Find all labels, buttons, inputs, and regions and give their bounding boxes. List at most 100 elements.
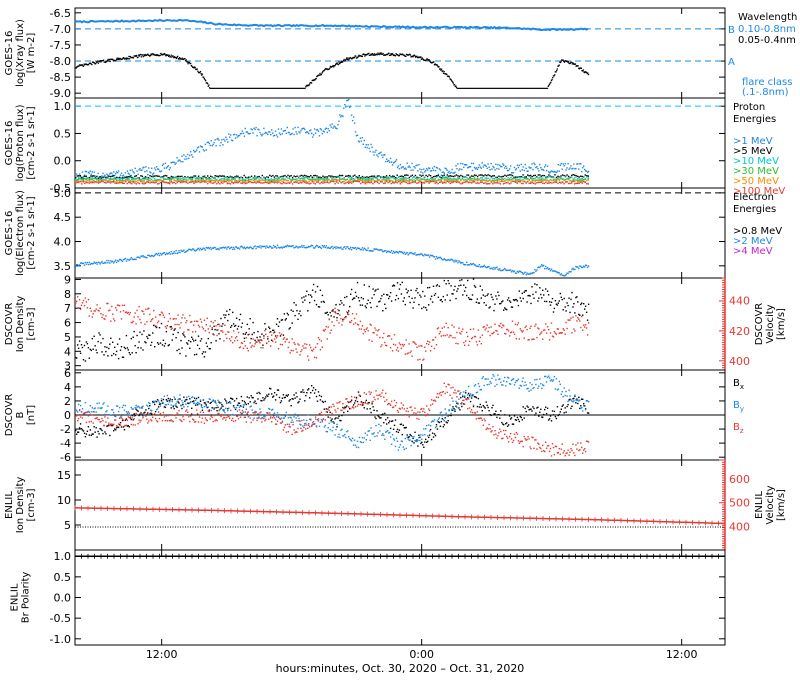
data-point [328,175,330,177]
data-point [223,314,225,316]
data-point [455,179,458,182]
data-point [383,250,385,253]
xray-short-point [271,87,273,89]
xray-short-point [348,59,350,61]
xray-short-point [558,64,560,66]
data-point [87,177,89,179]
data-point [357,297,360,299]
data-point [285,338,287,341]
data-point [456,167,458,170]
data-point [566,272,568,274]
data-point [272,135,275,137]
data-point [363,139,365,142]
data-point [542,182,544,184]
data-point [442,258,444,261]
data-point [449,180,451,183]
data-point [507,180,509,182]
data-point [146,335,148,338]
xray-short-point [167,54,169,56]
data-point [337,247,339,249]
data-point [291,245,293,247]
data-point [473,179,476,181]
data-point [438,168,441,170]
data-point [586,175,588,177]
data-point [132,258,134,261]
data-point [559,274,561,276]
data-point [322,177,324,179]
data-point [389,251,391,253]
data-point [193,248,195,251]
data-point [516,164,519,166]
data-point [91,180,94,182]
data-point [185,399,187,401]
data-point [353,247,356,250]
data-point [244,181,247,183]
data-point [447,172,449,174]
data-point [316,129,319,131]
data-point [492,175,494,177]
data-point [202,247,205,249]
xray-short-point [560,60,562,62]
data-point [555,176,558,179]
data-point [190,249,192,251]
data-point [426,309,428,311]
data-point [340,182,342,184]
data-point [309,130,311,132]
data-point [125,418,128,420]
data-point [285,182,288,185]
xray-short-point [559,61,562,64]
data-point [249,176,251,178]
data-point [384,179,386,182]
data-point [216,183,218,185]
data-point [445,178,447,180]
xray-short-point [546,87,549,89]
data-point [111,180,113,183]
xray-short-point [443,71,445,73]
data-point [134,312,136,314]
data-point [461,182,464,185]
data-point [165,331,168,333]
data-point [561,168,563,170]
data-point [486,266,488,268]
data-point [481,174,483,176]
data-point [322,329,325,331]
data-point [288,328,290,330]
xray-short-point [577,65,579,67]
data-point [508,335,511,337]
data-point [122,178,124,181]
data-point [297,318,299,320]
xray-short-point [436,64,438,66]
data-point [97,309,99,311]
data-point [423,168,425,170]
data-point [137,173,139,175]
data-point [326,311,328,314]
data-point [578,176,580,178]
data-point [87,347,90,349]
series-dscovr_density-0 [75,278,590,362]
data-point [202,177,204,179]
data-point [235,180,238,182]
data-point [206,345,208,348]
data-point [420,180,423,182]
y-axis-label: DSCOVRB[nT] [4,394,37,437]
data-point [270,331,272,333]
data-point [246,179,248,182]
data-point [449,179,451,181]
data-point [318,306,321,308]
data-point [181,155,183,157]
xray-short-point [375,54,377,56]
data-point [138,177,141,179]
data-point [307,131,309,134]
data-point [97,430,99,433]
xray-short-point [459,87,462,89]
data-point [338,176,341,178]
data-point [526,301,528,303]
data-point [567,163,569,165]
data-point [374,151,376,153]
xray-short-point [141,54,144,56]
data-point [496,178,498,180]
data-point [533,177,535,180]
data-point [354,180,356,182]
data-point [525,325,527,327]
data-point [269,245,271,247]
